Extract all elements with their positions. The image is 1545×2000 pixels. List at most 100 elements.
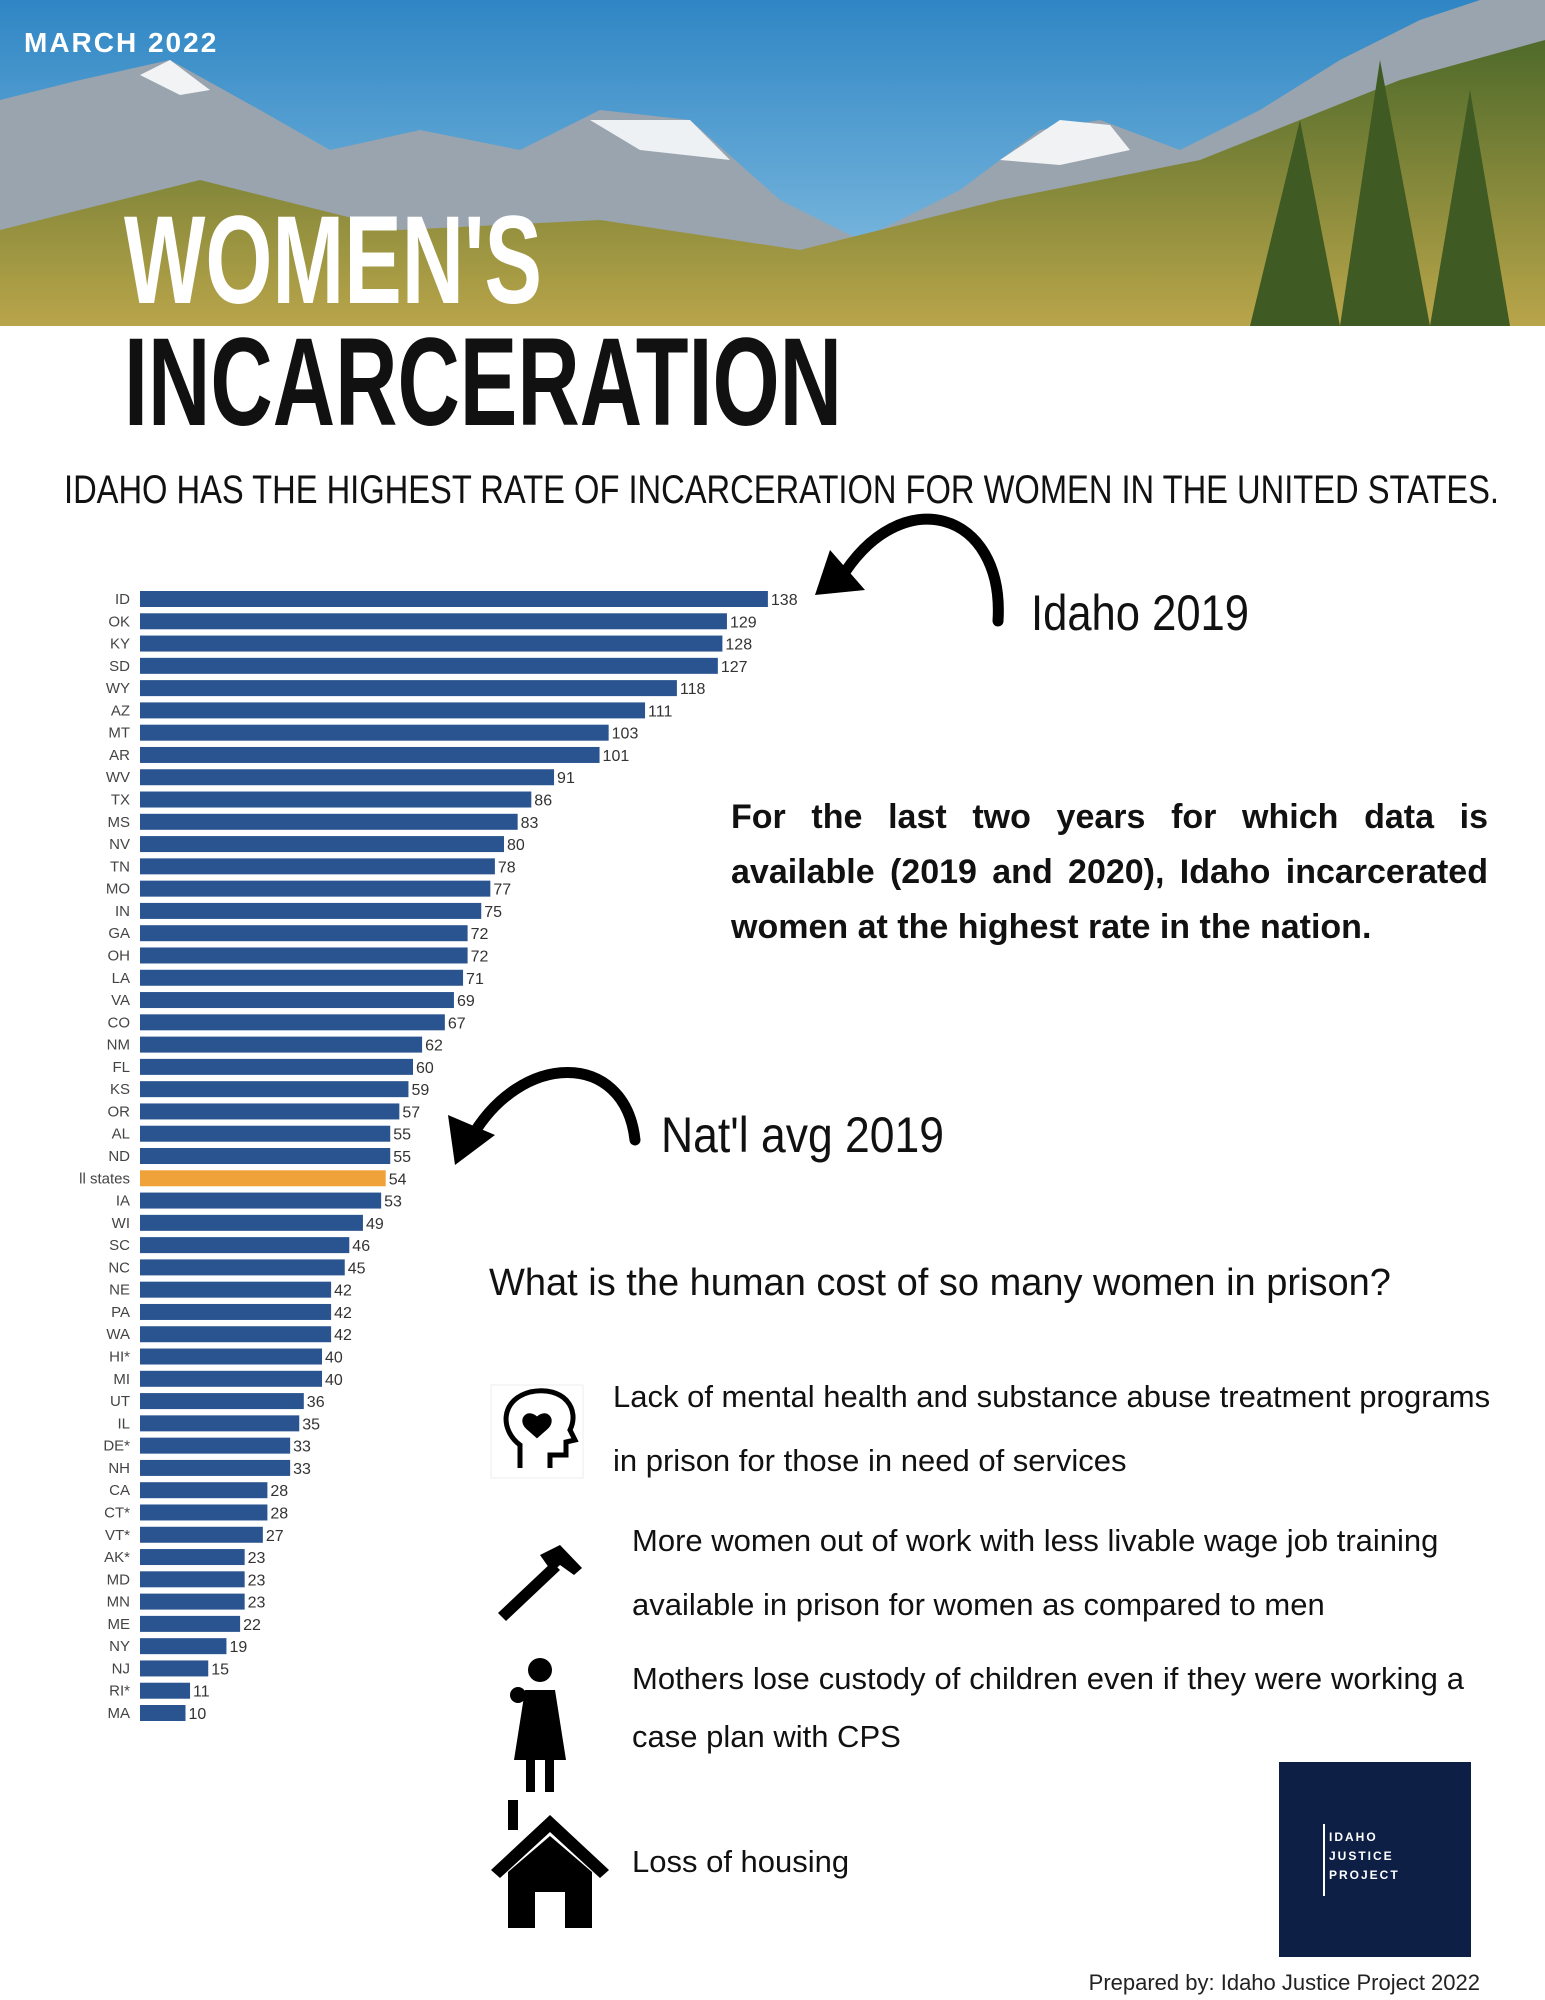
value-label: 72 xyxy=(471,926,489,943)
annotation: Idaho 2019 xyxy=(1031,585,1249,641)
category-label: MA xyxy=(108,1705,131,1722)
bar xyxy=(140,1326,332,1343)
head-icon xyxy=(490,1384,584,1479)
house-icon xyxy=(491,1800,609,1928)
category-label: IA xyxy=(116,1193,130,1210)
bar xyxy=(140,791,532,808)
category-label: SC xyxy=(109,1237,130,1254)
bar xyxy=(140,992,454,1009)
value-label: 101 xyxy=(603,748,630,765)
value-label: 69 xyxy=(457,993,475,1010)
logo: IDAHO JUSTICE PROJECT xyxy=(1279,1762,1471,1957)
category-label: ID xyxy=(115,591,130,608)
category-label: TN xyxy=(110,858,130,875)
bar xyxy=(140,1415,300,1432)
bar xyxy=(140,1192,382,1209)
header-image xyxy=(0,0,1545,326)
value-label: 71 xyxy=(466,971,484,988)
value-label: 72 xyxy=(471,948,489,965)
value-label: 15 xyxy=(211,1661,229,1678)
value-label: 67 xyxy=(448,1015,466,1032)
value-label: 19 xyxy=(229,1639,247,1656)
category-label: PA xyxy=(111,1304,130,1321)
bar xyxy=(140,880,491,897)
category-label: ME xyxy=(108,1616,131,1633)
cost-item: More women out of work with less livable… xyxy=(632,1523,1439,1622)
value-label: 59 xyxy=(411,1082,429,1099)
bar xyxy=(140,858,495,875)
category-label: HI* xyxy=(109,1349,130,1366)
value-label: 10 xyxy=(189,1706,207,1723)
value-label: 60 xyxy=(416,1060,434,1077)
category-label: IL xyxy=(117,1415,130,1432)
value-label: 23 xyxy=(248,1595,266,1612)
bar xyxy=(140,1259,345,1276)
category-label: NC xyxy=(108,1259,130,1276)
mother-icon xyxy=(510,1658,566,1792)
value-label: 54 xyxy=(389,1171,407,1188)
value-label: 49 xyxy=(366,1216,384,1233)
value-label: 80 xyxy=(507,837,525,854)
bar xyxy=(140,1615,241,1632)
bar xyxy=(140,1660,209,1677)
category-label: GA xyxy=(108,925,130,942)
category-label: VT* xyxy=(105,1527,130,1544)
value-label: 57 xyxy=(402,1104,420,1121)
value-label: 118 xyxy=(680,681,706,698)
value-label: 129 xyxy=(730,614,757,631)
category-label: DE* xyxy=(103,1438,130,1455)
value-label: 36 xyxy=(307,1394,325,1411)
bar xyxy=(140,769,555,786)
bar xyxy=(140,591,768,607)
value-label: 22 xyxy=(243,1617,261,1634)
bar xyxy=(140,1058,413,1075)
category-label: CA xyxy=(109,1482,130,1499)
value-label: 42 xyxy=(334,1283,352,1300)
bar xyxy=(140,613,727,630)
bar xyxy=(140,1103,400,1120)
bar xyxy=(140,1638,227,1655)
bar xyxy=(140,746,600,763)
bar xyxy=(140,1281,332,1298)
value-label: 11 xyxy=(193,1684,210,1701)
bar xyxy=(140,724,609,741)
annotation: Nat'l avg 2019 xyxy=(661,1107,944,1163)
value-label: 55 xyxy=(393,1149,411,1166)
value-label: 77 xyxy=(493,882,511,899)
bar xyxy=(140,1303,332,1320)
bar xyxy=(140,1237,350,1254)
value-label: 103 xyxy=(612,726,639,743)
logo-text: IDAHO xyxy=(1329,1830,1378,1844)
bar xyxy=(140,680,677,697)
category-label: ND xyxy=(108,1148,130,1165)
bar xyxy=(140,1393,304,1410)
value-label: 28 xyxy=(270,1483,288,1500)
bar xyxy=(140,1504,268,1521)
value-label: 91 xyxy=(557,770,575,787)
category-label: ll states xyxy=(79,1170,130,1187)
bar xyxy=(140,1170,386,1187)
value-label: 40 xyxy=(325,1372,343,1389)
value-label: 40 xyxy=(325,1350,343,1367)
value-label: 53 xyxy=(384,1194,402,1211)
category-label: RI* xyxy=(109,1683,130,1700)
bar xyxy=(140,1526,263,1543)
bar xyxy=(140,1549,245,1566)
value-label: 33 xyxy=(293,1439,311,1456)
value-label: 23 xyxy=(248,1550,266,1567)
value-label: 83 xyxy=(521,815,539,832)
value-label: 62 xyxy=(425,1038,443,1055)
bar xyxy=(140,1036,423,1053)
bar xyxy=(140,902,482,919)
bar xyxy=(140,813,518,830)
category-label: WY xyxy=(106,680,130,697)
bar xyxy=(140,1482,268,1499)
category-label: WI xyxy=(112,1215,130,1232)
category-label: NJ xyxy=(112,1660,130,1677)
category-label: LA xyxy=(112,970,130,987)
bar xyxy=(140,1370,322,1387)
question: What is the human cost of so many women … xyxy=(489,1262,1391,1304)
arrow xyxy=(815,513,1004,627)
